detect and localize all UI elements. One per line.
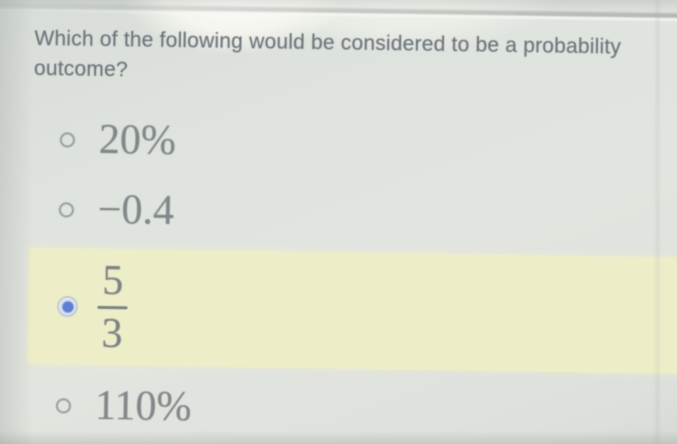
fraction-denominator: 3 bbox=[101, 310, 123, 357]
option-20-percent[interactable]: 20% bbox=[0, 107, 675, 179]
radio-selected-icon[interactable] bbox=[57, 296, 78, 317]
question-text: Which of the following would be consider… bbox=[33, 26, 622, 82]
fraction-five-thirds: 5 3 bbox=[97, 257, 128, 357]
radio-unselected-icon[interactable] bbox=[59, 131, 76, 148]
fraction-bar bbox=[97, 305, 128, 309]
option-negative-0-4[interactable]: −0.4 bbox=[0, 177, 674, 249]
option-110-percent[interactable]: 110% bbox=[0, 373, 671, 444]
option-five-thirds[interactable]: 5 3 bbox=[27, 247, 677, 375]
option-label: −0.4 bbox=[97, 186, 175, 235]
radio-unselected-icon[interactable] bbox=[58, 201, 75, 218]
radio-unselected-icon[interactable] bbox=[55, 397, 72, 414]
radio-dot bbox=[61, 300, 74, 313]
option-label: 110% bbox=[94, 382, 192, 431]
option-label: 20% bbox=[98, 116, 177, 165]
fraction-numerator: 5 bbox=[102, 257, 124, 304]
options-list: 20% −0.4 5 3 110% bbox=[0, 107, 677, 444]
